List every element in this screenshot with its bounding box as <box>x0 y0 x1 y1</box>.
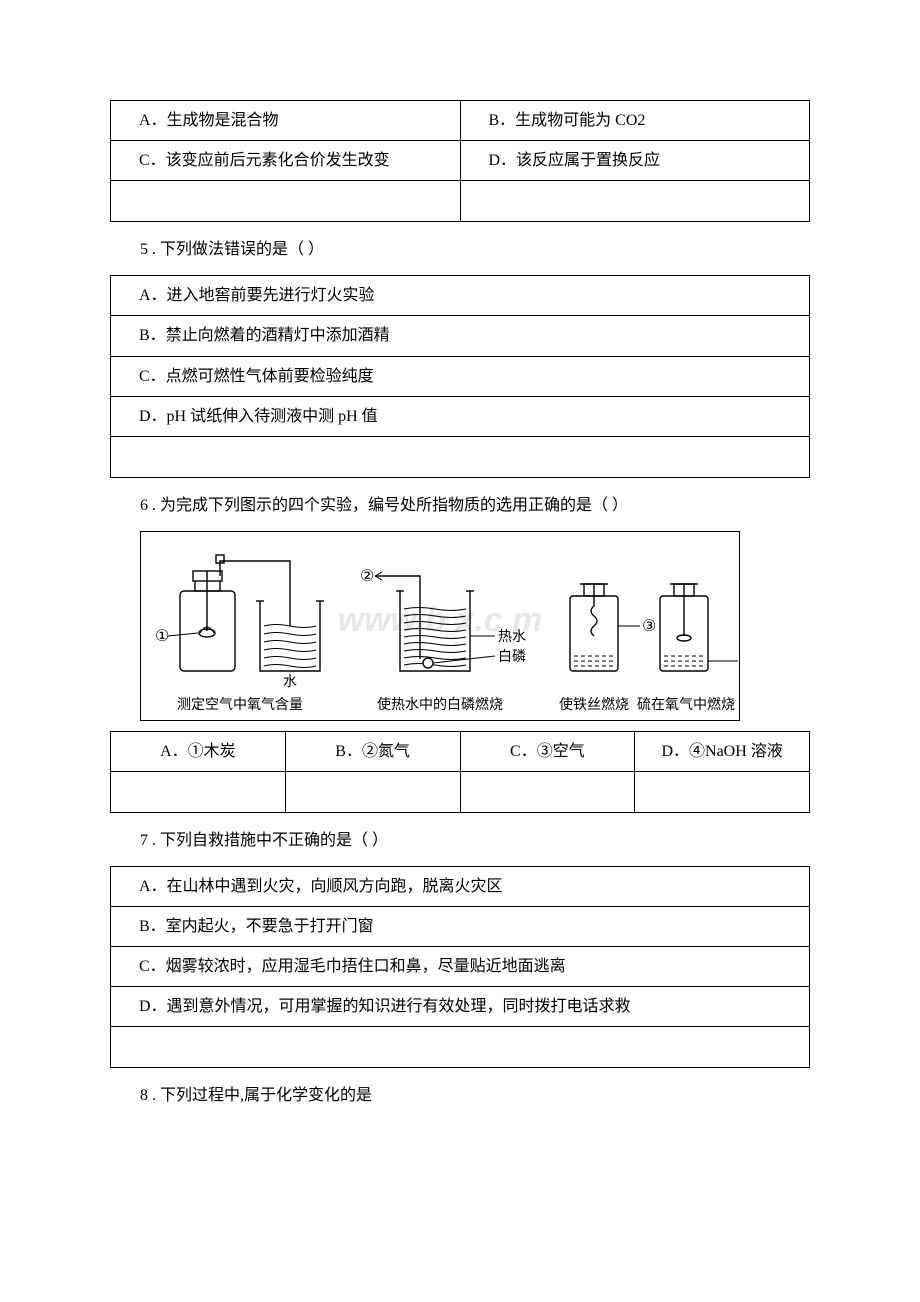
q5-opt-d: D．pH 试纸伸入待测液中测 pH 值 <box>111 396 810 436</box>
svg-text:热水: 热水 <box>498 629 526 645</box>
svg-text:硫在氧气中燃烧: 硫在氧气中燃烧 <box>637 696 735 713</box>
q5-empty <box>111 436 810 477</box>
svg-text:水: 水 <box>283 674 297 690</box>
q7-opt-c: C．烟雾较浓时，应用湿毛巾捂住口和鼻，尽量贴近地面逃离 <box>111 947 810 987</box>
q5-opt-b: B．禁止向燃着的酒精灯中添加酒精 <box>111 316 810 356</box>
svg-text:①: ① <box>155 628 169 645</box>
q7-opt-d: D．遇到意外情况，可用掌握的知识进行有效处理，同时拨打电话求救 <box>111 987 810 1027</box>
q6-empty-2 <box>285 771 460 812</box>
q5-stem: 5 . 下列做法错误的是（ ） <box>140 236 810 265</box>
svg-text:测定空气中氧气含量: 测定空气中氧气含量 <box>177 697 303 713</box>
q4-option-table: A．生成物是混合物 B．生成物可能为 CO2 C．该变应前后元素化合价发生改变 … <box>110 100 810 222</box>
q5-opt-c: C．点燃可燃性气体前要检验纯度 <box>111 356 810 396</box>
q6-empty-3 <box>460 771 635 812</box>
q6-opt-c: C．③空气 <box>460 731 635 771</box>
q7-stem: 7 . 下列自救措施中不正确的是（ ） <box>140 827 810 856</box>
svg-text:②: ② <box>360 568 374 585</box>
q4-opt-c: C．该变应前后元素化合价发生改变 <box>111 141 461 181</box>
q6-opt-a: A．①木炭 <box>111 731 286 771</box>
q8-stem: 8 . 下列过程中,属于化学变化的是 <box>140 1082 810 1111</box>
q6-stem: 6 . 为完成下列图示的四个实验，编号处所指物质的选用正确的是（ ） <box>140 492 810 521</box>
q7-option-table: A．在山林中遇到火灾，向顺风方向跑，脱离火灾区 B．室内起火，不要急于打开门窗 … <box>110 866 810 1069</box>
q6-figure: www.b x.c m水①测定空气中氧气含量②热水白磷使热水中的白磷燃烧③使铁丝… <box>140 531 810 721</box>
q4-empty-r <box>460 181 810 222</box>
svg-text:白磷: 白磷 <box>498 649 526 665</box>
q6-opt-d: D．④NaOH 溶液 <box>635 731 810 771</box>
q7-empty <box>111 1027 810 1068</box>
q7-opt-a: A．在山林中遇到火灾，向顺风方向跑，脱离火灾区 <box>111 866 810 906</box>
svg-text:使热水中的白磷燃烧: 使热水中的白磷燃烧 <box>377 696 503 713</box>
q5-option-table: A．进入地窖前要先进行灯火实验 B．禁止向燃着的酒精灯中添加酒精 C．点燃可燃性… <box>110 275 810 478</box>
q7-opt-b: B．室内起火，不要急于打开门窗 <box>111 906 810 946</box>
q6-empty-4 <box>635 771 810 812</box>
q6-option-table: A．①木炭 B．②氮气 C．③空气 D．④NaOH 溶液 <box>110 731 810 813</box>
q4-empty-l <box>111 181 461 222</box>
svg-text:③: ③ <box>642 618 656 635</box>
q6-empty-1 <box>111 771 286 812</box>
svg-text:使铁丝燃烧: 使铁丝燃烧 <box>559 696 629 713</box>
q4-opt-a: A．生成物是混合物 <box>111 101 461 141</box>
q5-opt-a: A．进入地窖前要先进行灯火实验 <box>111 276 810 316</box>
q4-opt-b: B．生成物可能为 CO2 <box>460 101 810 141</box>
q4-opt-d: D．该反应属于置换反应 <box>460 141 810 181</box>
q6-opt-b: B．②氮气 <box>285 731 460 771</box>
